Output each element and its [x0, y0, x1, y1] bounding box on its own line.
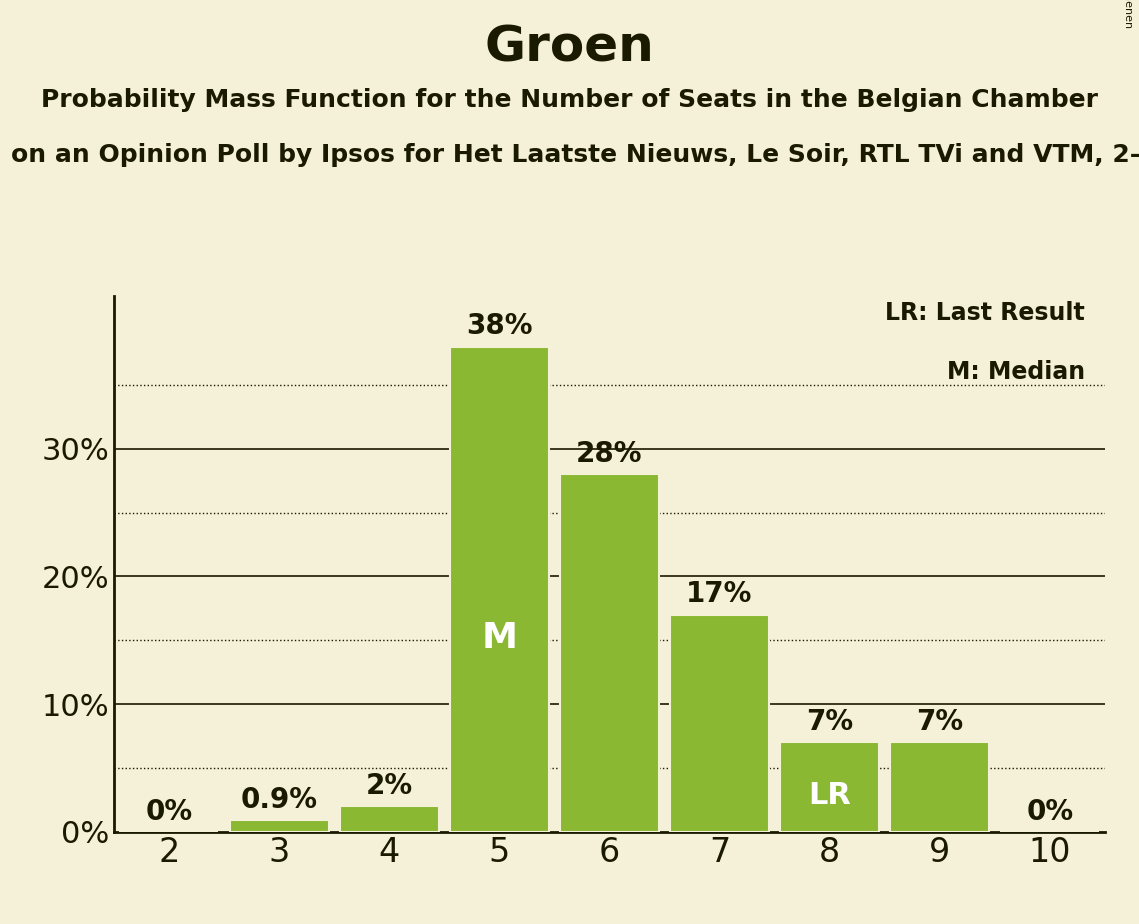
Bar: [450, 346, 549, 832]
Text: M: Median: M: Median: [947, 360, 1085, 384]
Text: 17%: 17%: [687, 580, 753, 608]
Bar: [560, 474, 658, 832]
Text: LR: Last Result: LR: Last Result: [885, 301, 1085, 325]
Bar: [780, 742, 879, 832]
Text: 0.9%: 0.9%: [240, 785, 318, 814]
Text: 7%: 7%: [916, 708, 964, 736]
Bar: [670, 614, 769, 832]
Text: 0%: 0%: [146, 798, 192, 826]
Text: Probability Mass Function for the Number of Seats in the Belgian Chamber: Probability Mass Function for the Number…: [41, 88, 1098, 112]
Text: 7%: 7%: [806, 708, 853, 736]
Text: on an Opinion Poll by Ipsos for Het Laatste Nieuws, Le Soir, RTL TVi and VTM, 2–: on an Opinion Poll by Ipsos for Het Laat…: [11, 143, 1139, 167]
Bar: [891, 742, 989, 832]
Text: LR: LR: [809, 782, 851, 810]
Bar: [339, 806, 439, 832]
Bar: [230, 821, 328, 832]
Text: M: M: [482, 621, 517, 654]
Text: 2%: 2%: [366, 772, 412, 799]
Text: Groen: Groen: [484, 23, 655, 71]
Text: © 2024 Filip van Laenen: © 2024 Filip van Laenen: [1123, 0, 1133, 28]
Text: 28%: 28%: [576, 440, 642, 468]
Text: 0%: 0%: [1026, 798, 1073, 826]
Text: 38%: 38%: [466, 312, 533, 340]
